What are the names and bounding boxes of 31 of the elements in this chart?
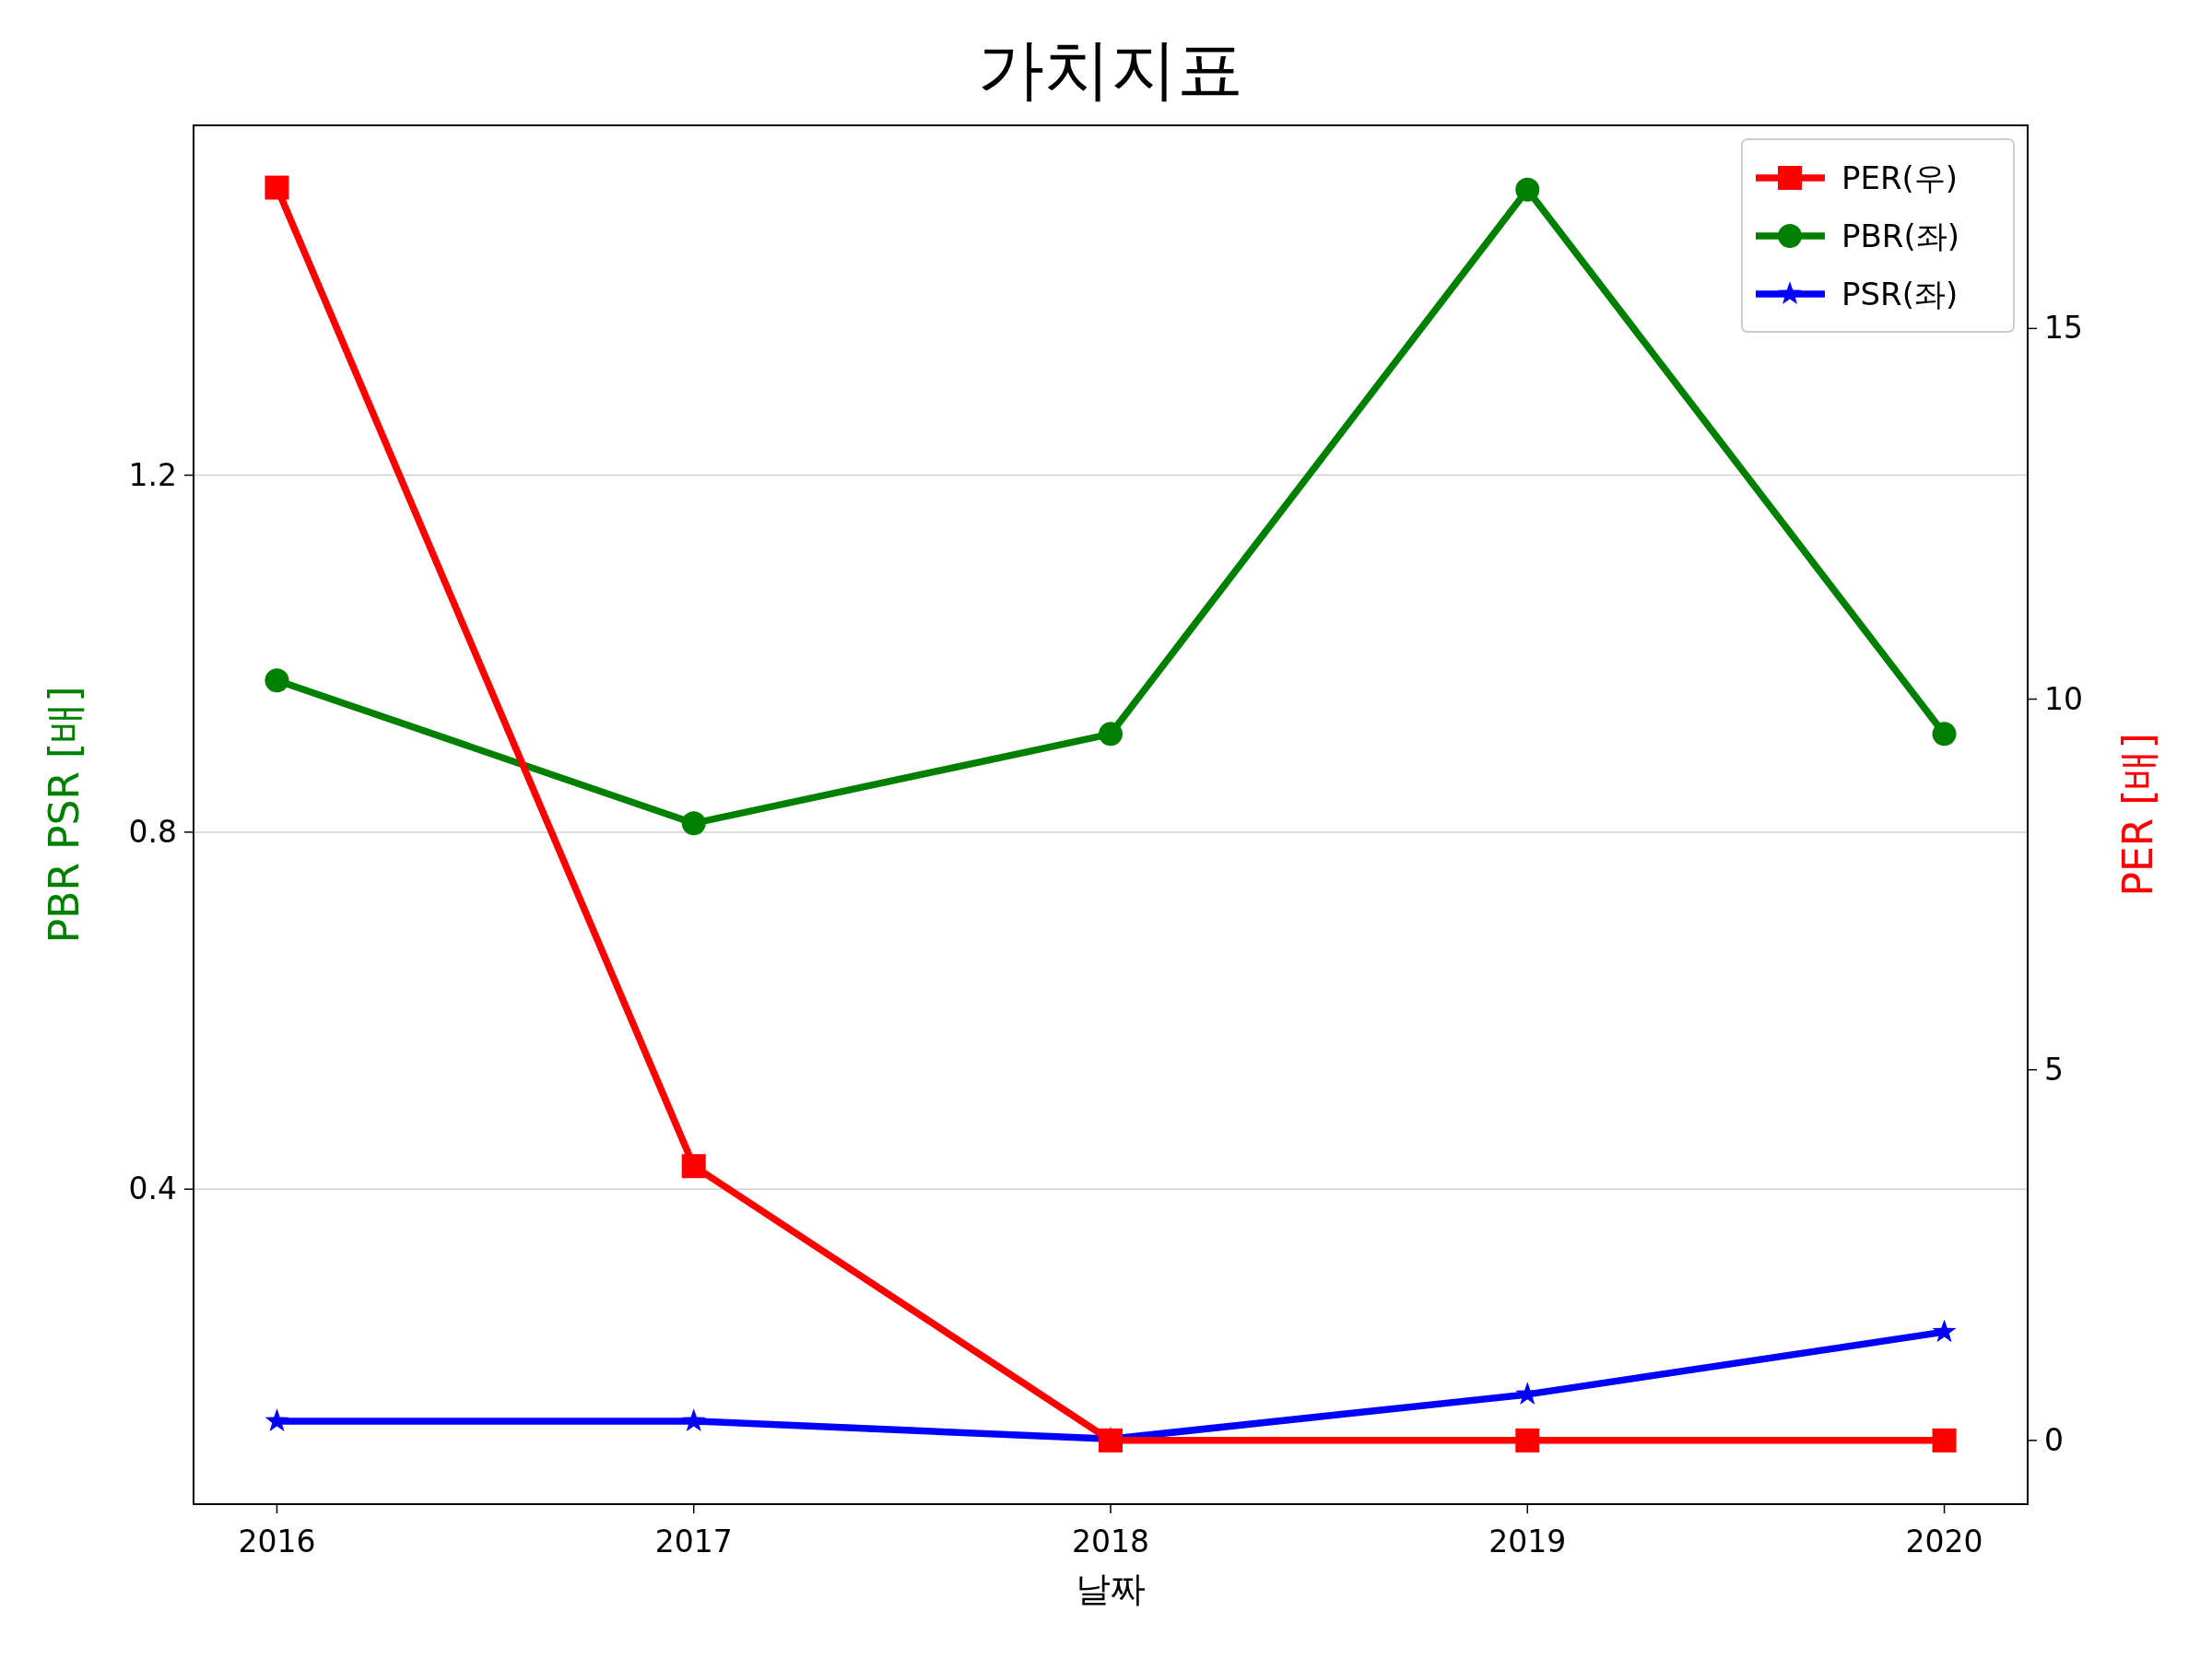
chart-title: 가치지표 [978,30,1243,108]
point [681,811,706,836]
legend-label: PSR(좌) [1841,276,1959,312]
point [265,175,289,200]
y2-tick-label: 0 [2044,1421,2064,1458]
x-tick-label: 2018 [1072,1524,1149,1559]
y2-tick-label: 15 [2044,310,2083,347]
x-tick-label: 2016 [238,1524,316,1559]
y-axis-title: PBR PSR [배] [41,686,88,944]
point [1932,1428,1957,1453]
legend-label: PBR(좌) [1841,218,1959,254]
legend-label: PER(우) [1841,159,1959,196]
point [265,1408,289,1431]
y-tick-label: 0.4 [128,1171,177,1207]
y2-tick-label: 5 [2044,1051,2064,1088]
x-tick-label: 2017 [654,1524,733,1559]
x-tick-label: 2020 [1905,1524,1983,1559]
point [681,1408,706,1431]
point [1515,177,1540,202]
y2-axis-title: PER [배] [2114,733,2161,897]
y2-tick-label: 10 [2044,680,2083,717]
y-tick-label: 0.8 [128,813,177,850]
y-tick-label: 1.2 [128,456,177,493]
point [1515,1428,1540,1453]
point [265,668,289,693]
point [1932,722,1957,747]
point [1099,722,1123,747]
x-axis-title: 날짜 [1076,1569,1146,1609]
point [1932,1319,1957,1343]
x-tick-label: 2019 [1488,1524,1567,1559]
point [681,1154,706,1179]
